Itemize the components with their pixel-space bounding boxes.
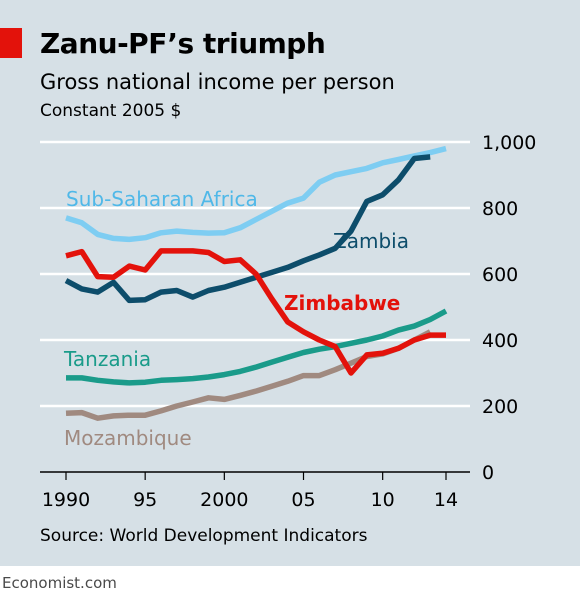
economist-credit: Economist.com — [2, 574, 117, 592]
x-tick-label: 10 — [371, 489, 395, 511]
series-label-zimbabwe: Zimbabwe — [284, 291, 400, 315]
x-tick-label: 2000 — [200, 489, 248, 511]
x-tick-label: 05 — [291, 489, 315, 511]
x-tick-label: 95 — [133, 489, 157, 511]
units-label: Constant 2005 $ — [40, 101, 182, 121]
gridlines — [40, 140, 470, 473]
y-tick-label: 400 — [482, 330, 518, 352]
series-lines — [64, 145, 448, 421]
chart-subtitle: Gross national income per person — [40, 70, 395, 94]
series-line-tanzania — [66, 308, 448, 386]
series-line-sub-saharan-africa — [65, 145, 447, 243]
y-tick-label: 800 — [482, 198, 518, 220]
x-axis-ticks: 1990 95 2000 05 10 14 — [42, 472, 458, 511]
y-tick-label: 0 — [482, 462, 494, 484]
series-label-tanzania: Tanzania — [63, 347, 151, 371]
y-tick-label: 200 — [482, 396, 518, 418]
series-line-zambia — [64, 154, 431, 304]
series-label-zambia: Zambia — [333, 229, 409, 253]
source-note: Source: World Development Indicators — [40, 526, 368, 546]
series-line-zimbabwe — [65, 248, 446, 376]
y-axis-ticks: 0 200 400 600 800 1,000 — [482, 132, 536, 484]
series-label-sub-saharan-africa: Sub-Saharan Africa — [66, 187, 258, 211]
y-tick-label: 1,000 — [482, 132, 536, 154]
y-tick-label: 600 — [482, 264, 518, 286]
line-chart: 0 200 400 600 800 1,000 1990 95 2000 05 10 14 Sub-… — [40, 132, 536, 511]
x-tick-label: 1990 — [42, 489, 90, 511]
x-tick-label: 14 — [434, 489, 458, 511]
chart-title: Zanu-PF’s triumph — [40, 27, 326, 60]
series-label-mozambique: Mozambique — [64, 426, 192, 450]
red-tab-marker — [0, 28, 22, 58]
